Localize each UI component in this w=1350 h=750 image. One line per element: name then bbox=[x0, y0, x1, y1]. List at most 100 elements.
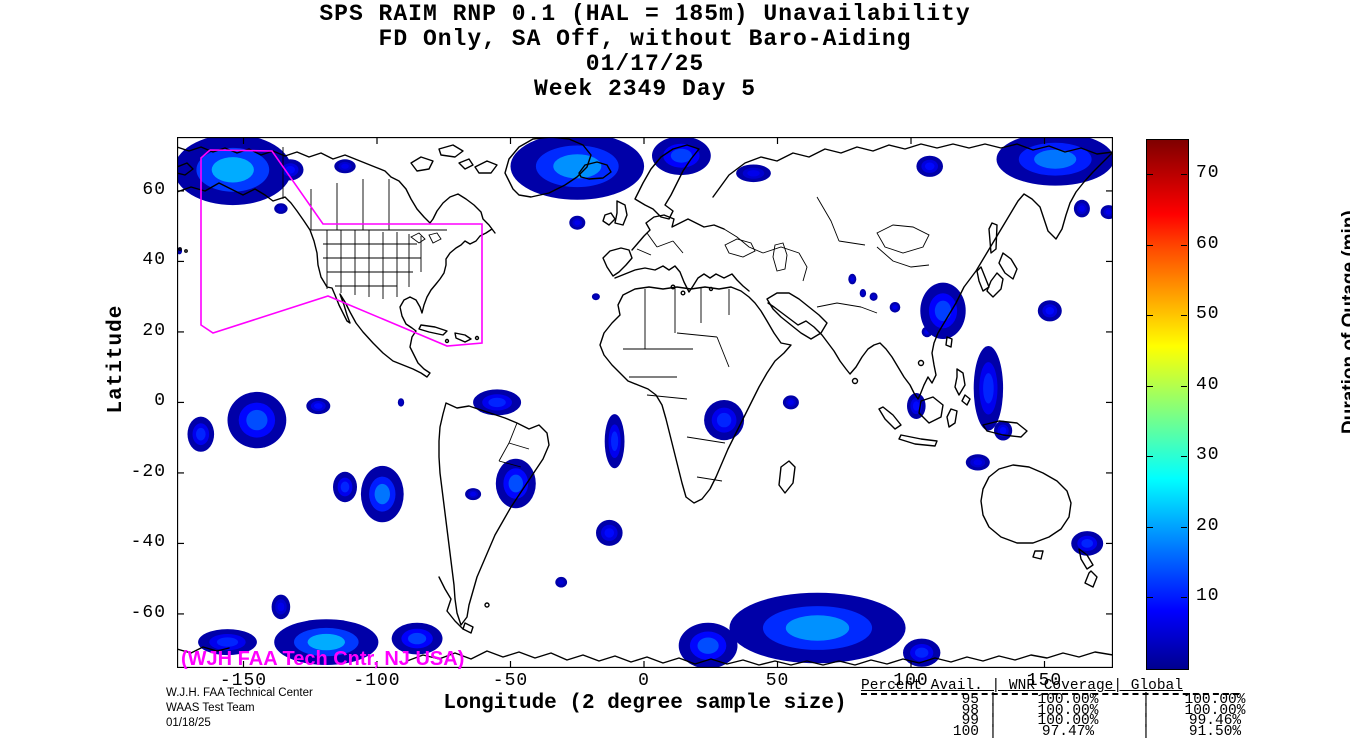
coast-philippines bbox=[954, 368, 971, 406]
x-tick-label-100: 100 bbox=[893, 671, 929, 691]
availability-stats-table: Percent Avail. | WNR Coverage| Global 95… bbox=[861, 679, 1267, 740]
outage-region-blobs bbox=[174, 132, 1117, 669]
stats-row-99: 99 | 100.00% | 99.46% bbox=[861, 713, 1267, 729]
stats-cell: 100.00% bbox=[1184, 702, 1246, 719]
colorbar-tick-label-40: 40 bbox=[1196, 374, 1220, 395]
lakes-great-lakes bbox=[410, 232, 442, 244]
stats-cell: 100.00% bbox=[1037, 692, 1099, 708]
waas-facility-annotation: (WJH FAA Tech Cntr, NJ USA) bbox=[181, 648, 465, 670]
plot-title-week: Week 2349 Day 5 bbox=[533, 76, 757, 102]
island-jamaica bbox=[444, 338, 450, 344]
island-puertorico bbox=[474, 335, 480, 341]
island-srilanka bbox=[851, 377, 859, 385]
outage-blob-44 bbox=[785, 615, 850, 641]
y-tick-label-20: 20 bbox=[142, 320, 166, 341]
stats-table-header: Percent Avail. | WNR Coverage| Global bbox=[861, 679, 1239, 695]
border-canada-provinces bbox=[282, 147, 390, 230]
stats-col-separator: | bbox=[1141, 702, 1151, 719]
island-sicily bbox=[680, 290, 686, 296]
island-crete bbox=[708, 286, 714, 292]
island-falkland bbox=[484, 602, 490, 608]
outage-blob-2 bbox=[341, 163, 349, 169]
x-axis-label: Longitude (2 degree sample size) bbox=[443, 692, 847, 715]
stats-row-98: 98 | 100.00% | 100.00% bbox=[861, 702, 1267, 719]
coast-chukotka-tip bbox=[176, 162, 194, 176]
outage-blob-24 bbox=[246, 409, 268, 431]
y-tick-label--20: -20 bbox=[130, 461, 166, 482]
x-tick-label-0: 0 bbox=[638, 671, 650, 691]
sea-caspian bbox=[772, 242, 788, 272]
coast-north-america bbox=[176, 146, 496, 378]
country-state-borders bbox=[282, 147, 930, 482]
coast-korea bbox=[976, 266, 990, 292]
coast-tasmania bbox=[1032, 550, 1044, 560]
outage-blob-28 bbox=[488, 397, 506, 408]
border-asia-internal bbox=[723, 196, 930, 314]
border-europe-internal bbox=[636, 232, 684, 256]
border-us-states-vertical bbox=[326, 230, 422, 299]
stats-cell: 99 bbox=[961, 713, 979, 729]
outage-blob-17 bbox=[934, 300, 952, 321]
outage-blob-11 bbox=[1105, 209, 1112, 215]
outage-blob-14 bbox=[872, 295, 875, 299]
outage-blob-26 bbox=[340, 481, 350, 493]
outage-blob-23 bbox=[196, 427, 206, 441]
coast-africa bbox=[599, 286, 792, 504]
outage-blob-22 bbox=[788, 399, 794, 405]
stats-row-95: 95 | 100.00% | 100.00% bbox=[861, 692, 1267, 708]
stats-cell: 98 bbox=[961, 702, 979, 719]
coast-iceland bbox=[578, 161, 612, 180]
outage-blob-38 bbox=[1081, 539, 1093, 548]
coast-australia bbox=[980, 464, 1072, 544]
coast-greenland bbox=[504, 136, 592, 198]
outage-blob-39 bbox=[216, 637, 239, 647]
waas-coverage-boundary bbox=[200, 149, 483, 347]
colorbar-tick-label-30: 30 bbox=[1196, 445, 1220, 466]
y-tick-label--40: -40 bbox=[130, 532, 166, 553]
outage-blob-1 bbox=[285, 166, 295, 174]
outage-blob-37 bbox=[973, 459, 983, 466]
coast-asia-pacific bbox=[767, 151, 1114, 400]
coast-iberia bbox=[602, 247, 633, 277]
island-aleutian-1 bbox=[178, 247, 182, 251]
island-hainan bbox=[917, 359, 925, 367]
outage-blob-7 bbox=[747, 170, 760, 177]
coast-new-zealand bbox=[1078, 548, 1098, 588]
coast-japan bbox=[986, 252, 1018, 298]
stats-cell: 100.00% bbox=[1037, 702, 1099, 719]
coast-europe bbox=[631, 214, 725, 251]
stats-col-separator: | bbox=[1141, 692, 1151, 708]
stats-col-separator: | bbox=[988, 692, 998, 708]
coastlines bbox=[176, 136, 1114, 666]
stats-col-separator: | bbox=[988, 702, 998, 719]
x-tick-label--100: -100 bbox=[353, 671, 401, 691]
outage-blob-29 bbox=[508, 474, 523, 493]
border-africa-internal bbox=[623, 288, 730, 482]
coast-south-america bbox=[438, 402, 550, 626]
stats-col-separator: | bbox=[1141, 723, 1151, 740]
y-tick-label--60: -60 bbox=[130, 602, 166, 623]
border-south-america-internal bbox=[498, 422, 530, 468]
outage-blob-21 bbox=[999, 427, 1007, 435]
coast-mediterranean-north bbox=[614, 265, 750, 293]
stats-cell: 100.00% bbox=[1184, 692, 1246, 708]
x-tick-label--150: -150 bbox=[219, 671, 268, 691]
plot-title-block: SPS RAIM RNP 0.1 (HAL = 185m) Unavailabi… bbox=[177, 2, 1113, 102]
outage-blob-27 bbox=[374, 483, 390, 505]
outage-blob-12 bbox=[850, 277, 854, 281]
stats-col-separator: | bbox=[988, 713, 998, 729]
y-tick-label-0: 0 bbox=[154, 391, 166, 412]
outage-blob-35 bbox=[604, 528, 615, 538]
coast-asia-arctic bbox=[712, 143, 1114, 198]
stats-col-separator: | bbox=[1141, 713, 1151, 729]
stats-cell: 100 bbox=[952, 723, 979, 740]
coast-indonesia bbox=[878, 396, 1028, 447]
credit-line-date: 01/18/25 bbox=[166, 717, 211, 729]
stats-row-100: 100 | 97.47% | 91.50% bbox=[861, 723, 1267, 740]
outage-blob-43 bbox=[697, 637, 719, 654]
stats-col-separator: | bbox=[988, 723, 998, 740]
coast-arabia bbox=[766, 292, 828, 340]
island-sardinia bbox=[670, 284, 676, 290]
stats-cell: 97.47% bbox=[1041, 723, 1095, 740]
